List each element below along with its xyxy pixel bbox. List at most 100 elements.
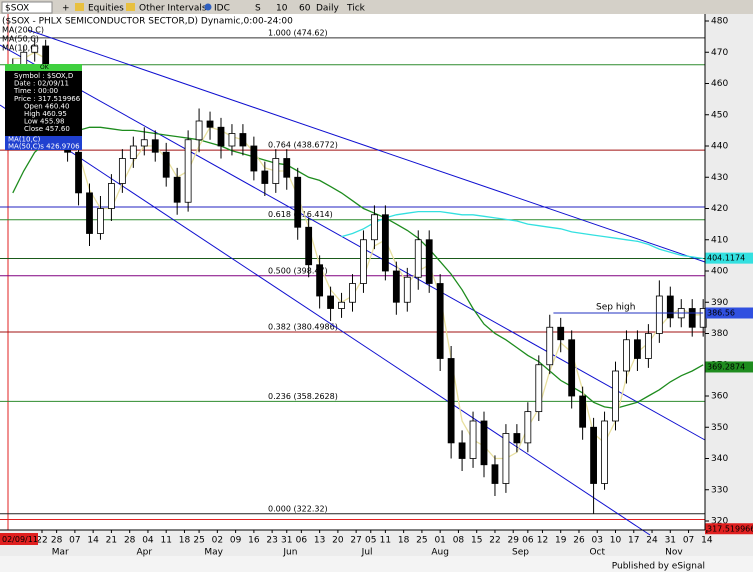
x-tick-label: 27 bbox=[350, 536, 361, 546]
price-tag-label: 369.2874 bbox=[707, 362, 745, 371]
x-tick-label: 26 bbox=[573, 536, 585, 546]
fib-label: 0.236 (358.2628) bbox=[268, 392, 338, 401]
y-tick-label: 440 bbox=[711, 142, 728, 152]
x-tick-label: 11 bbox=[160, 536, 171, 546]
channel-line bbox=[0, 44, 706, 441]
toolbar-item[interactable]: S bbox=[255, 4, 261, 14]
fib-label: 1.000 (474.62) bbox=[268, 28, 328, 37]
toolbar-item[interactable]: 60 bbox=[299, 4, 311, 14]
month-label: May bbox=[204, 548, 223, 558]
candle-body bbox=[173, 176, 181, 203]
data-window-row: Date : 02/09/11 bbox=[14, 80, 69, 88]
price-axis bbox=[705, 14, 753, 556]
candle-body bbox=[283, 158, 291, 178]
month-label: Apr bbox=[136, 548, 152, 558]
data-window bbox=[5, 64, 82, 150]
data-window-ma-bg bbox=[5, 136, 82, 143]
symbol-box[interactable] bbox=[1, 1, 53, 14]
annotation: Sep high bbox=[596, 303, 635, 313]
candle-body bbox=[381, 214, 389, 272]
x-tick-label: 16 bbox=[248, 536, 260, 546]
candle-body bbox=[118, 158, 126, 184]
price-tag bbox=[705, 361, 753, 373]
candle-body bbox=[228, 133, 236, 147]
x-tick-label: 31 bbox=[281, 536, 292, 546]
candle-body bbox=[436, 283, 444, 359]
fib-label: 0.764 (438.6772) bbox=[268, 141, 338, 150]
candle-body bbox=[316, 264, 324, 297]
candle-body bbox=[349, 283, 356, 303]
x-tick-label: 29 bbox=[507, 536, 519, 546]
data-window-row: Close 457.60 bbox=[24, 125, 70, 133]
legend-entry: MA(200,C) bbox=[2, 26, 44, 35]
month-label: Nov bbox=[665, 548, 683, 558]
candle-body bbox=[524, 411, 532, 444]
candle-body bbox=[195, 120, 203, 141]
candle-body bbox=[447, 358, 455, 444]
month-label: Sep bbox=[512, 548, 529, 558]
candle-body bbox=[129, 145, 137, 159]
candle-body bbox=[634, 339, 641, 359]
x-tick-label: 15 bbox=[471, 536, 482, 546]
plot-area bbox=[0, 14, 705, 530]
toolbar-item[interactable]: 10 bbox=[276, 4, 288, 14]
data-window-row: Open 460.40 bbox=[24, 102, 69, 110]
symbol[interactable]: $SOX bbox=[5, 4, 29, 14]
candle-body bbox=[414, 239, 422, 278]
candle-body bbox=[217, 126, 225, 147]
candle-body bbox=[31, 45, 39, 53]
y-tick-label: 360 bbox=[711, 392, 728, 402]
candle-body bbox=[184, 139, 192, 203]
toolbar bbox=[0, 0, 753, 14]
icon bbox=[126, 3, 135, 11]
data-window-row: Low 455.98 bbox=[24, 118, 65, 126]
candle-body bbox=[502, 433, 510, 484]
x-tick-label: 20 bbox=[332, 536, 344, 546]
candle-body bbox=[644, 333, 652, 359]
x-tick-label: 07 bbox=[683, 536, 694, 546]
data-window-row: Time : 00:00 bbox=[13, 87, 58, 95]
candle-body bbox=[272, 158, 280, 184]
data-window-ma-row: MA(10,C) bbox=[8, 136, 41, 144]
month-label: Oct bbox=[589, 548, 605, 558]
candle-body bbox=[546, 326, 554, 366]
candle-body bbox=[655, 295, 663, 334]
candle-body bbox=[371, 214, 378, 241]
toolbar-item[interactable]: Equities bbox=[88, 4, 124, 14]
add-icon[interactable]: + bbox=[62, 4, 70, 14]
cursor-date-box bbox=[0, 533, 38, 545]
candle-body bbox=[97, 208, 104, 234]
icon bbox=[204, 3, 212, 11]
data-window-row: Symbol : $SOX,D bbox=[14, 72, 73, 80]
toolbar-item[interactable]: Daily bbox=[316, 4, 339, 14]
data-window-row: High 460.95 bbox=[24, 110, 67, 118]
x-tick-label: 23 bbox=[266, 536, 277, 546]
candle-body bbox=[623, 339, 630, 372]
toolbar-item[interactable]: Tick bbox=[346, 4, 366, 14]
x-tick-label: 10 bbox=[610, 536, 622, 546]
toolbar-item[interactable]: IDC bbox=[214, 4, 230, 14]
chart-title: ($SOX - PHLX SEMICONDUCTOR SECTOR,D) Dyn… bbox=[2, 17, 293, 27]
data-window-header bbox=[5, 64, 82, 71]
candle-body bbox=[392, 270, 400, 303]
candle-body bbox=[162, 151, 170, 178]
candle-body bbox=[403, 276, 411, 303]
x-tick-label: 18 bbox=[398, 536, 410, 546]
candle-body bbox=[108, 183, 115, 209]
y-tick-label: 430 bbox=[711, 173, 728, 183]
icon bbox=[75, 3, 84, 11]
x-tick-label: 07 bbox=[69, 536, 80, 546]
candle-body bbox=[557, 326, 565, 341]
x-tick-label: 28 bbox=[124, 536, 136, 546]
moving-average bbox=[12, 126, 704, 410]
candle-body bbox=[579, 395, 587, 428]
footer: Published by eSignal bbox=[612, 562, 705, 572]
x-tick-label: 14 bbox=[701, 536, 713, 546]
x-tick-label: 25 bbox=[193, 536, 204, 546]
candle-body bbox=[338, 301, 345, 309]
x-tick-label: 25 bbox=[416, 536, 427, 546]
x-tick-label: 14 bbox=[87, 536, 99, 546]
moving-average bbox=[12, 51, 704, 460]
toolbar-item[interactable]: Other Intervals bbox=[139, 4, 207, 14]
